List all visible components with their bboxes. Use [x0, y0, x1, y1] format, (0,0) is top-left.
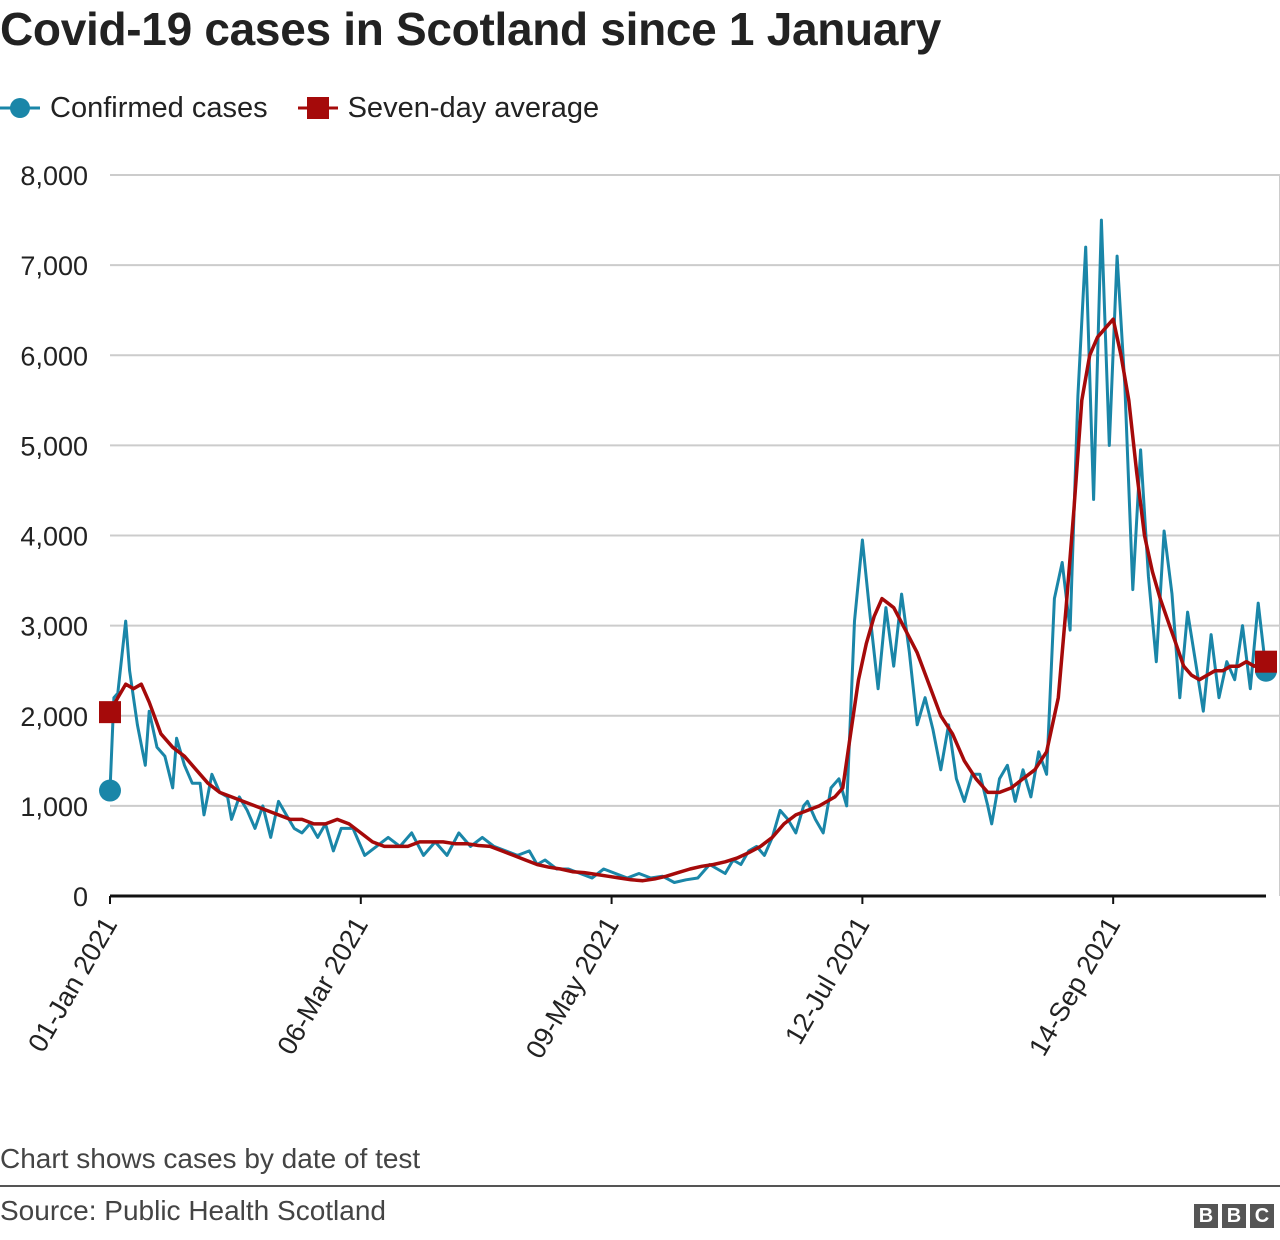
legend: Confirmed cases Seven-day average — [0, 84, 629, 132]
y-tick-label: 2,000 — [20, 702, 88, 732]
x-tick-label: 12-Jul 2021 — [779, 912, 876, 1049]
bbc-logo-letter: B — [1222, 1204, 1246, 1228]
seven-day-average-line — [108, 317, 1268, 883]
square-marker-icon — [297, 97, 338, 119]
legend-label-average: Seven-day average — [347, 91, 600, 124]
legend-item-average: Seven-day average — [297, 91, 600, 125]
confirmed-cases-start-marker — [99, 779, 121, 802]
x-tick-label: 06-Mar 2021 — [271, 912, 374, 1060]
chart-series — [99, 218, 1277, 884]
legend-item-confirmed: Confirmed cases — [0, 92, 268, 125]
seven-day-average-end-marker — [1255, 650, 1277, 673]
y-axis-tick-labels: 0 1,000 2,000 3,000 4,000 5,000 6,000 7,000 8,00… — [20, 161, 88, 912]
confirmed-cases-line — [108, 218, 1268, 884]
x-tick-label: 09-May 2021 — [520, 912, 625, 1063]
x-axis: 01-Jan 2021 06-Mar 2021 09-May 2021 12-Jul … — [22, 894, 1266, 1063]
y-tick-label: 3,000 — [20, 612, 88, 642]
y-tick-label: 5,000 — [20, 431, 88, 461]
footer-divider — [0, 1185, 1280, 1187]
y-tick-label: 4,000 — [20, 522, 88, 552]
x-tick-label: 14-Sep 2021 — [1023, 912, 1126, 1061]
y-tick-label: 0 — [73, 882, 88, 912]
gridlines — [110, 174, 1280, 896]
y-tick-label: 6,000 — [20, 341, 88, 371]
y-tick-label: 1,000 — [20, 792, 88, 822]
source-text: Source: Public Health Scotland — [0, 1195, 386, 1226]
chart-title: Covid-19 cases in Scotland since 1 Janua… — [0, 3, 942, 55]
x-tick-label: 01-Jan 2021 — [22, 912, 123, 1057]
y-tick-label: 8,000 — [20, 161, 88, 191]
legend-label-confirmed: Confirmed cases — [50, 91, 268, 124]
circle-marker-icon — [0, 98, 40, 118]
bbc-logo: B B C — [1190, 1204, 1274, 1228]
line-chart: 0 1,000 2,000 3,000 4,000 5,000 6,000 7,000 8,00… — [20, 161, 1280, 1063]
bbc-logo-letter: C — [1250, 1204, 1274, 1228]
seven-day-average-start-marker — [99, 701, 121, 724]
bbc-logo-letter: B — [1194, 1204, 1218, 1228]
y-tick-label: 7,000 — [20, 251, 88, 281]
chart-note: Chart shows cases by date of test — [0, 1143, 421, 1174]
